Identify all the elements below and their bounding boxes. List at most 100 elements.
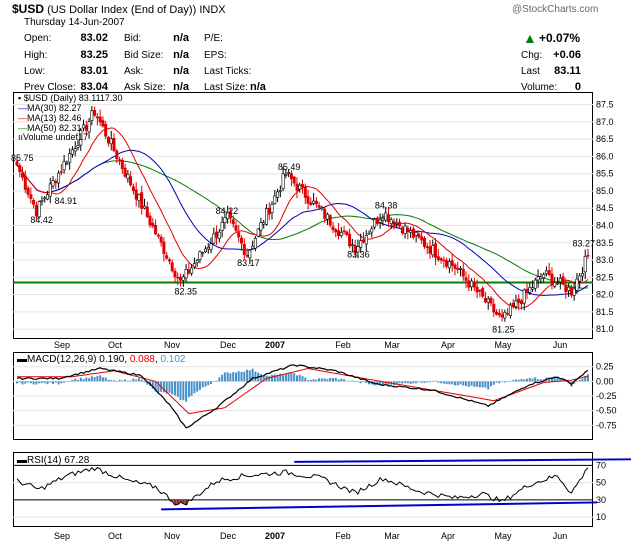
macd-hist-bar [196,381,199,392]
price-candle [561,276,565,285]
macd-hist-bar [198,381,201,390]
rsi-oversold-fill [173,499,177,506]
price-candle [115,150,119,160]
price-candle [489,297,493,304]
price-candle [192,263,196,268]
rsi-y-tick: 10 [596,512,606,522]
macd-hist-bar [509,380,512,382]
volume-legend-label: Volume undef [23,132,79,142]
price-annotation: 83.17 [237,258,260,268]
bid-size-label: Bid Size: [124,50,164,61]
macd-hist-bar [332,378,334,382]
macd-hist-bar [459,381,462,385]
price-candle [336,230,340,237]
price-candle [461,268,465,277]
price-candle [140,192,144,209]
macd-hist-bar [584,375,587,382]
macd-hist-bar [77,379,79,382]
rsi-y-tick: 50 [596,478,606,488]
price-candle [511,302,515,307]
price-candle [32,200,36,205]
price-candle [231,219,235,225]
high-value: 83.25 [80,49,108,61]
price-candle [544,270,548,275]
price-candle [162,241,166,255]
price-candle [325,213,329,220]
macd-hist-bar [562,379,565,382]
pe-label: P/E: [204,33,223,44]
macd-hist-bar [88,378,91,382]
price-candle [309,202,313,206]
macd-hist-bar [162,381,165,393]
macd-hist-bar [365,381,368,383]
price-candle [123,167,127,177]
macd-hist-bar [146,381,149,385]
macd-y-tick: -0.75 [596,420,617,430]
price-candle [494,311,498,315]
macd-hist-bar [24,381,27,384]
ma50-legend-label: MA(50) 82.31 [27,123,82,133]
price-y-tick: 85.5 [596,169,614,179]
price-candle [453,264,457,269]
macd-hist-bar [282,375,285,382]
macd-hist-bar [284,374,287,382]
macd-hist-bar [221,374,224,382]
macd-hist-bar [262,375,265,382]
price-candle [18,165,22,172]
ask-size-value: n/a [173,81,189,93]
last-value: 83.11 [554,65,581,77]
price-candle [481,288,485,297]
low-value: 83.01 [80,65,108,77]
rsi-x-tick: Jun [553,531,568,541]
price-candle [436,256,440,260]
rsi-x-tick: Mar [384,531,400,541]
macd-hist-bar [271,374,273,382]
price-candle [525,288,529,293]
macd-hist-bar [243,371,246,382]
price-candle [433,243,437,258]
macd-hist-bar [368,381,370,385]
macd-hist-bar [431,381,434,382]
macd-hist-bar [506,381,509,382]
macd-hist-bar [476,381,479,387]
price-candle [143,205,147,209]
macd-hist-bar [237,371,240,382]
price-candle [87,121,91,133]
macd-hist-bar [323,378,326,382]
price-candle [314,200,318,205]
price-candle [245,254,249,257]
macd-hist-bar [32,381,35,385]
price-candle [259,222,263,231]
macd-hist-bar [287,372,290,382]
price-candle [184,269,188,279]
price-candle [519,300,523,305]
macd-hist-bar [168,381,171,393]
macd-hist-bar [138,378,140,382]
macd-y-tick: -0.25 [596,391,617,401]
macd-hist-bar [412,381,415,384]
price-candle [264,208,268,225]
rsi-oversold-fill [182,499,185,504]
price-candle [295,183,299,191]
macd-hist-bar [176,381,179,397]
macd-hist-bar [401,381,404,384]
price-candle [198,251,202,260]
macd-hist-bar [312,379,315,382]
macd-hist-bar [318,378,321,382]
macd-hist-bar [121,380,124,382]
price-candle [93,110,97,116]
price-x-tick: Oct [108,340,123,350]
macd-hist-bar [174,381,176,396]
rsi-x-tick: 2007 [265,531,285,541]
macd-hist-bar [437,381,440,383]
price-candle [334,229,338,233]
price-y-tick: 86.0 [596,151,614,161]
ma30-legend: —MA(30) 82.27 [18,103,82,113]
price-candle [506,312,510,315]
price-candle [536,276,540,281]
macd-legend-v2: 0.088 [129,354,155,365]
price-candle [201,252,205,254]
macd-hist-bar [248,370,251,382]
ma13-legend-icon: — [18,113,27,123]
price-y-tick: 82.0 [596,290,614,300]
